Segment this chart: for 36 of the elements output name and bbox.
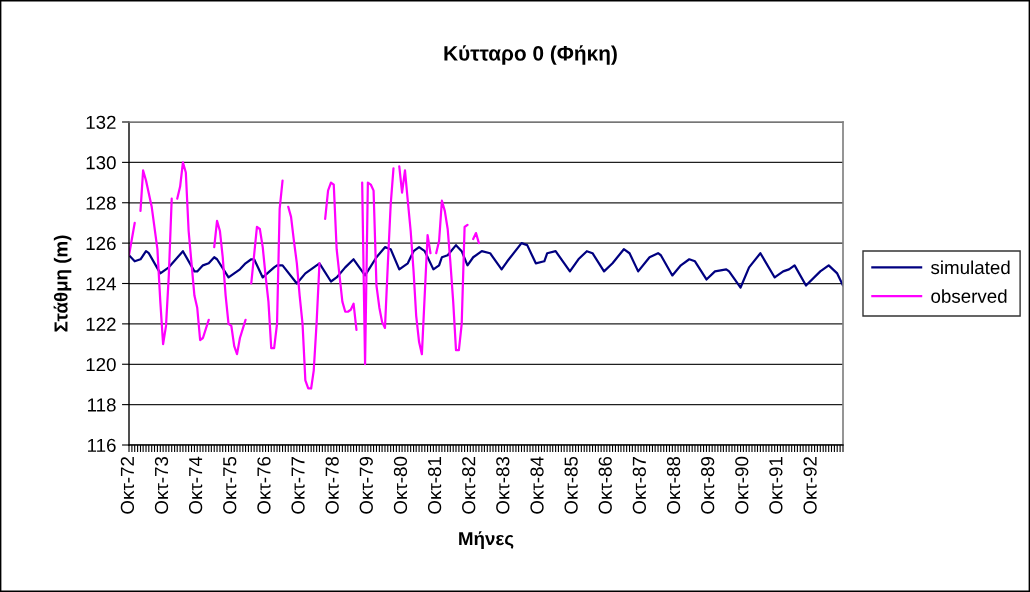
x-axis-title: Μήνες <box>459 531 514 549</box>
x-tick-label: Οκτ-83 <box>496 456 510 514</box>
x-tick-label: Οκτ-73 <box>154 456 169 514</box>
x-tick-label: Οκτ-81 <box>427 457 442 514</box>
chart-title: Κύτταρο 0 (Φήκη) <box>444 45 617 65</box>
legend-label: simulated <box>931 260 1010 275</box>
y-tick-label: 126 <box>86 236 116 251</box>
y-tick-label: 124 <box>86 277 116 291</box>
y-tick-label: 120 <box>86 357 116 372</box>
x-tick-label: Οκτ-80 <box>393 456 408 514</box>
y-tick-label: 122 <box>86 317 116 331</box>
x-tick-label: Οκτ-84 <box>530 456 544 514</box>
y-axis-title: Στάθμη (m) <box>53 235 72 332</box>
x-tick-label: Οκτ-91 <box>769 457 783 514</box>
line-series <box>129 242 843 289</box>
y-tick-label: 132 <box>86 115 116 129</box>
x-tick-label: Οκτ-75 <box>223 456 237 514</box>
x-tick-label: Οκτ-87 <box>632 457 646 514</box>
y-tick-label: 116 <box>88 438 116 452</box>
x-tick-label: Οκτ-72 <box>120 457 135 514</box>
x-tick-label: Οκτ-79 <box>359 457 373 514</box>
x-tick-label: Οκτ-89 <box>701 457 715 514</box>
y-tick-label: 118 <box>88 398 116 412</box>
x-tick-label: Οκτ-90 <box>735 456 749 514</box>
x-tick-label: Οκτ-76 <box>257 456 271 514</box>
x-tick-label: Οκτ-86 <box>598 456 612 514</box>
x-tick-label: Οκτ-78 <box>325 456 339 514</box>
y-tick-label: 130 <box>86 156 116 170</box>
x-tick-label: Οκτ-82 <box>462 457 476 514</box>
x-tick-label: Οκτ-88 <box>666 456 681 514</box>
legend-label: observed <box>931 289 1007 303</box>
y-tick-label: 128 <box>86 196 116 210</box>
x-tick-label: Οκτ-85 <box>564 456 578 514</box>
x-tick-label: Οκτ-74 <box>188 456 203 514</box>
x-tick-label: Οκτ-77 <box>291 457 305 514</box>
x-tick-label: Οκτ-92 <box>803 457 817 514</box>
